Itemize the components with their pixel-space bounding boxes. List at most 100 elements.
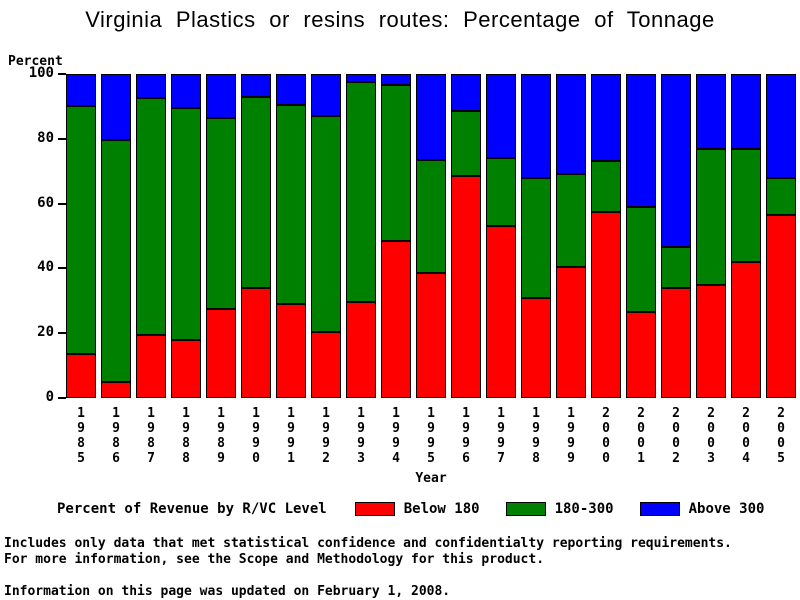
legend-label-above-300: Above 300 <box>688 501 765 517</box>
x-tick-label-2002: 2 0 0 2 <box>672 406 680 466</box>
y-tick-mark-100 <box>58 73 66 75</box>
bar-1999-segment-above-300 <box>556 74 586 175</box>
x-axis-tick-labels: 1 9 8 5 1 9 8 6 1 9 8 7 1 9 8 8 1 9 8 9 1 9 9… <box>66 406 796 466</box>
bar-1995 <box>416 74 446 398</box>
bar-1985-segment-above-300 <box>66 74 96 107</box>
bar-1994-segment-above-300 <box>381 74 411 86</box>
bar-2002-segment-below-180 <box>661 287 691 398</box>
bar-1993-segment-180-300 <box>346 82 376 303</box>
y-tick-label-0: 0 <box>45 389 54 406</box>
bar-2002-segment-above-300 <box>661 74 691 248</box>
bar-1988-segment-below-180 <box>171 339 201 398</box>
x-tick-label-1998: 1 9 9 8 <box>532 406 540 466</box>
x-tick-label-1988: 1 9 8 8 <box>182 406 190 466</box>
bar-1987-segment-above-300 <box>136 74 166 99</box>
footnote-line-1: Includes only data that met statistical … <box>4 536 732 551</box>
y-tick-mark-0 <box>58 397 66 399</box>
bar-1985-segment-180-300 <box>66 106 96 355</box>
x-tick-label-1993: 1 9 9 3 <box>357 406 365 466</box>
bar-1998-segment-below-180 <box>521 297 551 398</box>
bar-2003-segment-180-300 <box>696 148 726 285</box>
x-tick-label-2003: 2 0 0 3 <box>707 406 715 466</box>
y-tick-mark-80 <box>58 137 66 140</box>
x-tick-label-1995: 1 9 9 5 <box>427 406 435 466</box>
bar-2003-segment-below-180 <box>696 284 726 398</box>
x-tick-label-1994: 1 9 9 4 <box>392 406 400 466</box>
legend-item-below-180: Below 180 <box>354 501 480 517</box>
x-tick-label-1985: 1 9 8 5 <box>77 406 85 466</box>
bar-1998-segment-above-300 <box>521 74 551 178</box>
bar-1995-segment-below-180 <box>416 273 446 398</box>
y-tick-label-100: 100 <box>28 65 54 82</box>
bar-1992-segment-above-300 <box>311 74 341 117</box>
bar-1988-segment-above-300 <box>171 74 201 109</box>
bar-1991 <box>276 74 306 398</box>
legend-swatch-above-300 <box>639 502 680 516</box>
stacked-bars <box>66 74 796 398</box>
bar-2001 <box>626 74 656 398</box>
bar-1992-segment-180-300 <box>311 116 341 332</box>
bar-1994-segment-below-180 <box>381 240 411 398</box>
chart-title: Virginia Plastics or resins routes: Perc… <box>85 7 715 32</box>
x-tick-label-2001: 2 0 0 1 <box>637 406 645 466</box>
footnote-line-2: For more information, see the Scope and … <box>4 552 545 567</box>
bar-2001-segment-above-300 <box>626 74 656 207</box>
bar-1996-segment-above-300 <box>451 74 481 112</box>
bar-2003-segment-above-300 <box>696 74 726 149</box>
bar-1987-segment-below-180 <box>136 334 166 398</box>
y-tick-mark-20 <box>58 332 66 335</box>
bar-2002-segment-180-300 <box>661 247 691 288</box>
bar-1997-segment-above-300 <box>486 74 516 159</box>
x-tick-label-1996: 1 9 9 6 <box>462 406 470 466</box>
x-tick-label-1990: 1 9 9 0 <box>252 406 260 466</box>
bar-2005 <box>766 74 796 398</box>
x-tick-label-1997: 1 9 9 7 <box>497 406 505 466</box>
bar-1994-segment-180-300 <box>381 85 411 241</box>
x-tick-label-2004: 2 0 0 4 <box>742 406 750 466</box>
y-tick-label-60: 60 <box>37 194 54 211</box>
bar-1990-segment-180-300 <box>241 96 271 288</box>
bar-1987-segment-180-300 <box>136 98 166 335</box>
bar-1992-segment-below-180 <box>311 331 341 398</box>
bar-1998-segment-180-300 <box>521 177 551 298</box>
bar-2000 <box>591 74 621 398</box>
bar-1991-segment-below-180 <box>276 304 306 398</box>
bar-2001-segment-below-180 <box>626 312 656 398</box>
bar-1988 <box>171 74 201 398</box>
bar-1991-segment-180-300 <box>276 104 306 305</box>
bar-1990-segment-below-180 <box>241 287 271 398</box>
x-tick-label-1989: 1 9 8 9 <box>217 406 225 466</box>
bar-1991-segment-above-300 <box>276 74 306 105</box>
updated-note: Information on this page was updated on … <box>4 584 451 599</box>
bar-1996-segment-below-180 <box>451 176 481 398</box>
x-axis-title: Year <box>415 471 447 486</box>
bar-2004-segment-180-300 <box>731 148 761 262</box>
x-tick-label-2000: 2 0 0 0 <box>602 406 610 466</box>
legend-item-above-300: Above 300 <box>639 501 765 517</box>
bar-2005-segment-above-300 <box>766 74 796 178</box>
y-tick-label-80: 80 <box>37 129 54 146</box>
x-tick-label-1991: 1 9 9 1 <box>287 406 295 466</box>
bar-2004 <box>731 74 761 398</box>
bar-1994 <box>381 74 411 398</box>
bar-2000-segment-180-300 <box>591 161 621 212</box>
bar-2000-segment-below-180 <box>591 211 621 398</box>
legend: Percent of Revenue by R/VC Level Below 1… <box>57 501 790 517</box>
bar-1997-segment-below-180 <box>486 226 516 398</box>
bar-1985-segment-below-180 <box>66 354 96 398</box>
bar-2004-segment-below-180 <box>731 261 761 398</box>
legend-label-below-180: Below 180 <box>403 501 480 517</box>
bar-1999-segment-below-180 <box>556 266 586 398</box>
legend-swatch-below-180 <box>354 502 395 516</box>
x-tick-label-1999: 1 9 9 9 <box>567 406 575 466</box>
bar-1989-segment-above-300 <box>206 74 236 118</box>
bar-1995-segment-above-300 <box>416 74 446 160</box>
bar-1989-segment-below-180 <box>206 308 236 398</box>
bar-1996 <box>451 74 481 398</box>
y-axis-title: Percent <box>8 54 63 69</box>
bar-1987 <box>136 74 166 398</box>
bar-1986-segment-above-300 <box>101 74 131 141</box>
bar-1990 <box>241 74 271 398</box>
bar-1988-segment-180-300 <box>171 108 201 340</box>
